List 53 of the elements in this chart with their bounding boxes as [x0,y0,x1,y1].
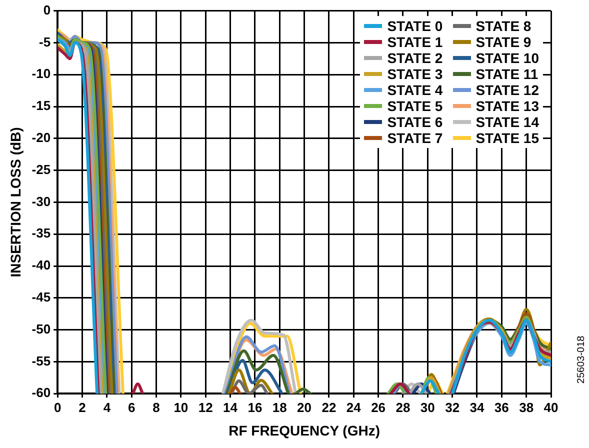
y-tick-label: -60 [32,385,51,400]
y-axis-title: INSERTION LOSS (dB) [7,127,24,278]
legend-label: STATE 13 [476,98,539,114]
y-tick-label: -45 [32,289,51,304]
y-tick-label: -25 [32,162,51,177]
legend-label: STATE 12 [476,82,539,98]
y-tick-label: -55 [32,353,51,368]
legend-label: STATE 8 [476,18,532,34]
x-tick-label: 40 [544,400,558,415]
y-tick-label: -50 [32,321,51,336]
legend-label: STATE 11 [476,66,538,82]
y-tick-label: -35 [32,226,51,241]
x-tick-label: 0 [54,400,62,415]
legend-label: STATE 15 [476,130,539,146]
y-tick-label: -5 [39,34,51,50]
legend-label: STATE 10 [476,50,539,66]
legend-label: STATE 1 [387,34,443,50]
y-tick-label: -30 [32,194,51,209]
legend-label: STATE 0 [387,18,443,34]
legend-label: STATE 9 [476,34,532,50]
x-tick-label: 20 [297,400,312,415]
x-tick-label: 26 [371,400,386,415]
x-tick-label: 12 [198,400,213,415]
x-tick-label: 22 [322,400,336,415]
x-tick-label: 24 [346,400,362,415]
x-tick-label: 32 [445,400,460,415]
legend-label: STATE 5 [387,98,443,114]
x-tick-label: 2 [78,400,86,415]
legend-label: STATE 2 [387,50,443,66]
y-tick-label: 0 [43,2,51,18]
x-tick-label: 38 [519,400,534,415]
x-tick-label: 14 [223,400,238,415]
x-tick-label: 6 [128,400,136,415]
x-tick-label: 34 [470,400,485,415]
x-tick-label: 28 [396,400,410,415]
x-tick-label: 16 [248,400,262,415]
legend-label: STATE 14 [476,114,539,130]
legend-label: STATE 6 [387,114,443,130]
y-tick-label: -20 [32,130,51,145]
text: 25603-018 [576,335,587,384]
legend-label: STATE 7 [387,130,443,146]
x-tick-label: 10 [174,400,188,415]
x-tick-label: 4 [103,400,112,415]
legend-label: STATE 4 [387,82,443,98]
legend-label: STATE 3 [387,66,443,82]
y-tick-label: -10 [32,66,51,82]
x-tick-label: 36 [494,400,509,415]
x-axis-title: RF FREQUENCY (GHz) [228,422,380,438]
x-tick-label: 8 [152,400,160,415]
y-tick-label: -15 [32,98,51,114]
x-tick-label: 30 [420,400,435,415]
y-tick-label: -40 [32,258,51,273]
x-tick-label: 18 [272,400,287,415]
